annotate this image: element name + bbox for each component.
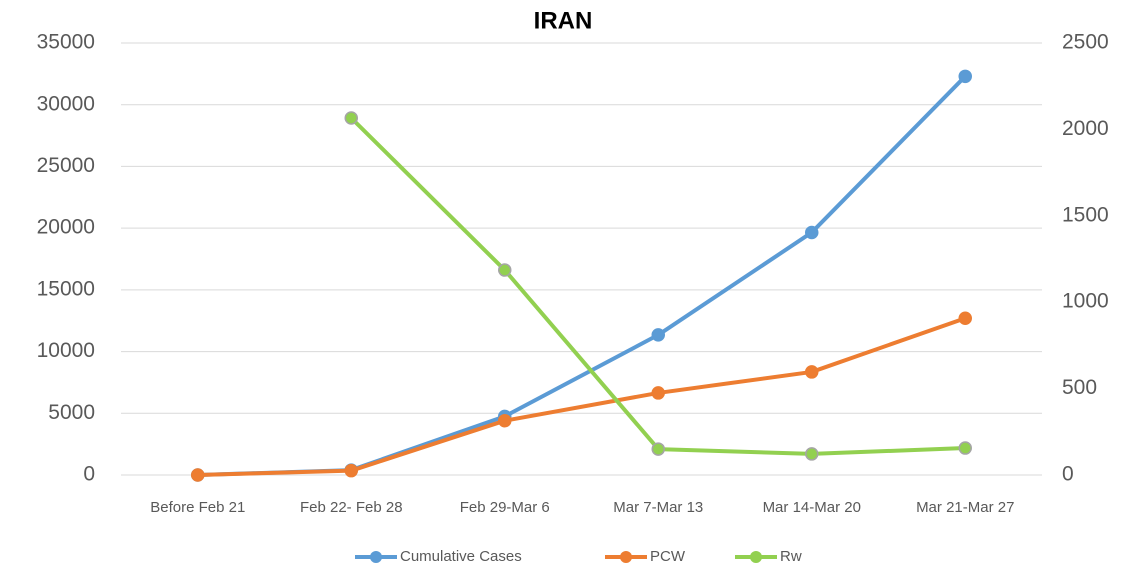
y-tick-label: 5000 xyxy=(48,401,95,424)
y-tick-label: 25000 xyxy=(37,154,95,177)
series-line xyxy=(197,74,967,477)
y2-tick-label: 1000 xyxy=(1062,290,1109,313)
legend-label: Cumulative Cases xyxy=(400,548,522,565)
point xyxy=(498,413,512,428)
y2-tick-label: 2500 xyxy=(1062,31,1109,54)
y-tick-label: 20000 xyxy=(37,216,95,239)
y2-tick-label: 0 xyxy=(1062,463,1074,486)
x-tick-label: Feb 29-Mar 6 xyxy=(460,499,550,516)
x-tick-label: Before Feb 21 xyxy=(150,499,245,516)
point xyxy=(191,468,205,482)
x-tick-label: Mar 14-Mar 20 xyxy=(763,499,861,516)
legend-label: Rw xyxy=(780,548,802,565)
legend-marker xyxy=(620,551,632,563)
point xyxy=(651,442,665,456)
point xyxy=(958,441,972,455)
y2-tick-label: 2000 xyxy=(1062,117,1109,140)
point xyxy=(651,386,665,400)
x-tick-label: Feb 22- Feb 28 xyxy=(300,499,403,516)
x-tick-label: Mar 7-Mar 13 xyxy=(613,499,703,516)
y-tick-label: 30000 xyxy=(37,92,95,115)
point xyxy=(805,365,819,379)
series-line xyxy=(197,316,966,477)
legend-label: PCW xyxy=(650,548,686,565)
y-tick-label: 10000 xyxy=(37,339,95,362)
y-tick-label: 0 xyxy=(83,463,95,486)
point xyxy=(958,311,972,325)
point xyxy=(805,447,819,461)
legend-marker xyxy=(750,551,762,563)
legend-marker xyxy=(370,551,382,563)
y-tick-label: 15000 xyxy=(37,277,95,300)
point xyxy=(958,69,972,84)
x-tick-label: Mar 21-Mar 27 xyxy=(916,499,1014,516)
point xyxy=(498,263,512,277)
y2-tick-label: 500 xyxy=(1062,376,1097,399)
y2-tick-label: 1500 xyxy=(1062,203,1109,226)
point xyxy=(344,463,358,478)
point xyxy=(344,111,358,125)
point xyxy=(651,328,665,342)
point xyxy=(805,225,819,240)
chart-title: IRAN xyxy=(534,7,593,34)
y-tick-label: 35000 xyxy=(37,31,95,54)
